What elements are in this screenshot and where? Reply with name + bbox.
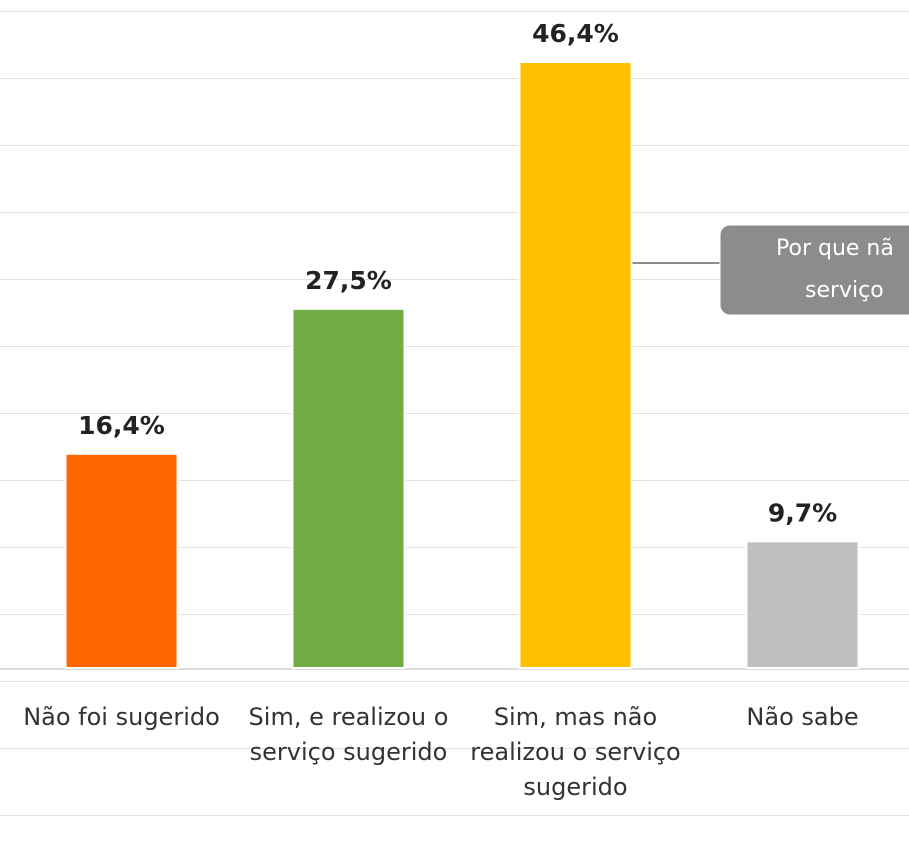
x-tick-label: Não foi sugerido <box>14 700 229 735</box>
bar <box>747 541 859 668</box>
bar <box>66 454 178 668</box>
value-label: 16,4% <box>78 411 165 440</box>
x-tick-label: Sim, mas não realizou o serviço sugerido <box>468 700 683 805</box>
value-label: 46,4% <box>532 19 619 48</box>
bar <box>293 309 405 668</box>
x-tick-label: Sim, e realizou o serviço sugerido <box>241 700 456 770</box>
callout-text: Por que nã <box>776 236 894 261</box>
callout-text: serviço <box>805 278 884 303</box>
value-label: 9,7% <box>768 498 837 527</box>
chart: Por que nã serviço 16,4% 27,5% 46,4% 9,7% N… <box>0 0 909 859</box>
bar <box>520 62 632 668</box>
x-tick-label: Não sabe <box>695 700 909 735</box>
value-label: 27,5% <box>305 266 392 295</box>
